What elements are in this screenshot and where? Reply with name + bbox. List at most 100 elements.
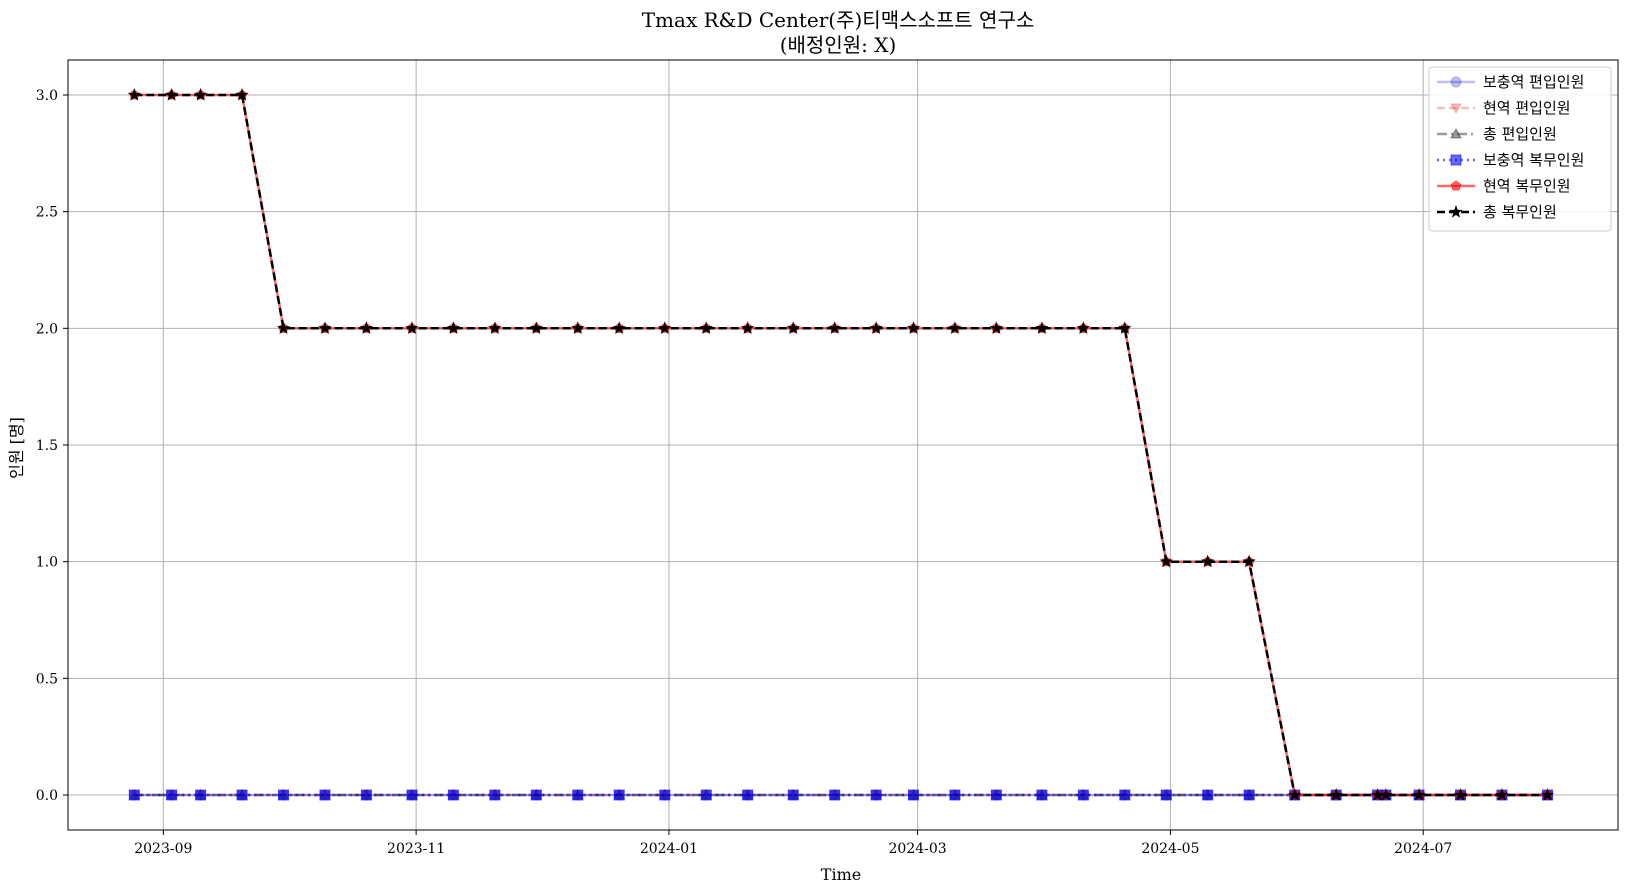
y-tick-label: 3.0 [36,88,58,104]
data-point-star [1379,787,1393,801]
data-point-star [405,321,419,335]
data-point-square [613,789,625,801]
data-point-square [742,789,754,801]
data-point-star [488,321,502,335]
data-point-star [989,321,1004,335]
data-point-square [1450,154,1462,166]
x-axis-label: Time [821,865,861,884]
data-point-square [489,789,501,801]
series-6 [127,87,1555,801]
data-point-square [278,789,290,801]
data-point-square [319,789,331,801]
data-point-star [786,321,800,335]
data-point-star [740,321,755,335]
data-point-star [1118,321,1132,335]
data-point-square [870,789,882,801]
data-point-triangle-up [1450,127,1462,139]
data-point-square [700,789,712,801]
data-point-star [1540,788,1555,801]
legend-label: 보충역 편입인원 [1483,73,1584,91]
data-point-star [1288,788,1302,801]
legend-item: 총 편입인원 [1437,125,1557,143]
data-point-square [949,789,961,801]
x-tick-label: 2023-11 [387,841,445,857]
series-line [134,93,1548,797]
legend-item: 총 복무인원 [1437,203,1557,221]
y-tick-label: 0.5 [36,671,58,687]
data-point-star [1453,787,1468,801]
y-tick-label: 1.5 [36,438,58,454]
data-point-square [128,789,140,801]
data-point-star [869,321,883,335]
legend-item: 보충역 편입인원 [1437,73,1584,91]
x-tick-label: 2024-05 [1141,841,1199,857]
data-point-square [236,789,248,801]
data-point-star [1076,321,1091,335]
legend-label: 총 편입인원 [1483,125,1557,143]
data-point-square [530,789,542,801]
data-point-star [948,321,962,335]
legend-frame [1428,66,1612,232]
legend-label: 보충역 복무인원 [1483,151,1584,169]
series-4 [128,789,1554,801]
data-point-square [990,789,1002,801]
data-point-star [276,321,291,335]
data-point-square [1243,789,1255,801]
data-point-star [359,321,374,335]
data-point-square [447,789,459,801]
data-point-square [1119,789,1131,801]
data-point-square [572,789,584,801]
y-tick-label: 2.5 [36,205,58,221]
data-point-square [787,789,799,801]
legend-label: 현역 편입인원 [1483,99,1571,117]
legend-item: 현역 편입인원 [1437,99,1571,117]
data-point-star [1159,554,1173,568]
data-point-square [195,789,207,801]
data-point-pentagon [1450,180,1462,191]
y-tick-label: 0.0 [36,788,58,804]
legend-item: 현역 복무인원 [1437,177,1571,195]
data-point-square [166,789,178,801]
legend-label: 현역 복무인원 [1483,177,1571,195]
legend-label: 총 복무인원 [1483,203,1557,221]
x-tick-label: 2023-09 [134,841,192,857]
data-point-star [318,321,332,335]
data-point-star [1329,787,1343,801]
data-point-star [612,321,626,335]
chart-title: Tmax R&D Center(주)티맥스소프트 연구소 [642,8,1035,32]
data-point-square [829,789,841,801]
data-point-star [1412,788,1426,801]
data-point-star [164,87,179,101]
data-point-star [1495,788,1509,801]
y-axis-label: 인원 [명] [7,417,26,479]
data-point-star [1201,554,1215,568]
data-point-star [446,321,461,335]
data-point-square [1036,789,1048,801]
data-point-star [193,87,208,101]
data-point-square [1202,789,1214,801]
x-tick-label: 2024-03 [889,841,947,857]
data-point-star [127,87,141,101]
axis-ticks: 2023-09 2023-11 2024-01 2024-03 2024-05 2024-… [36,88,1453,857]
data-point-square [659,789,671,801]
data-point-star [1449,204,1463,218]
data-point-square [406,789,418,801]
data-point-triangle-down [1450,103,1462,115]
data-point-circle [1450,76,1462,88]
chart-subtitle: (배정인원: X) [780,33,897,57]
legend-item: 보충역 복무인원 [1437,151,1584,169]
data-point-star [529,321,543,335]
data-point-star [571,321,585,335]
data-point-square [1077,789,1089,801]
x-tick-label: 2024-07 [1394,841,1452,857]
grid-lines [68,60,1618,830]
data-point-square [907,789,919,801]
x-tick-label: 2024-01 [640,841,698,857]
y-tick-label: 2.0 [36,321,58,337]
data-point-star [1035,321,1049,335]
data-point-star [235,88,249,101]
series-layer [127,87,1555,802]
data-point-star [828,321,842,335]
